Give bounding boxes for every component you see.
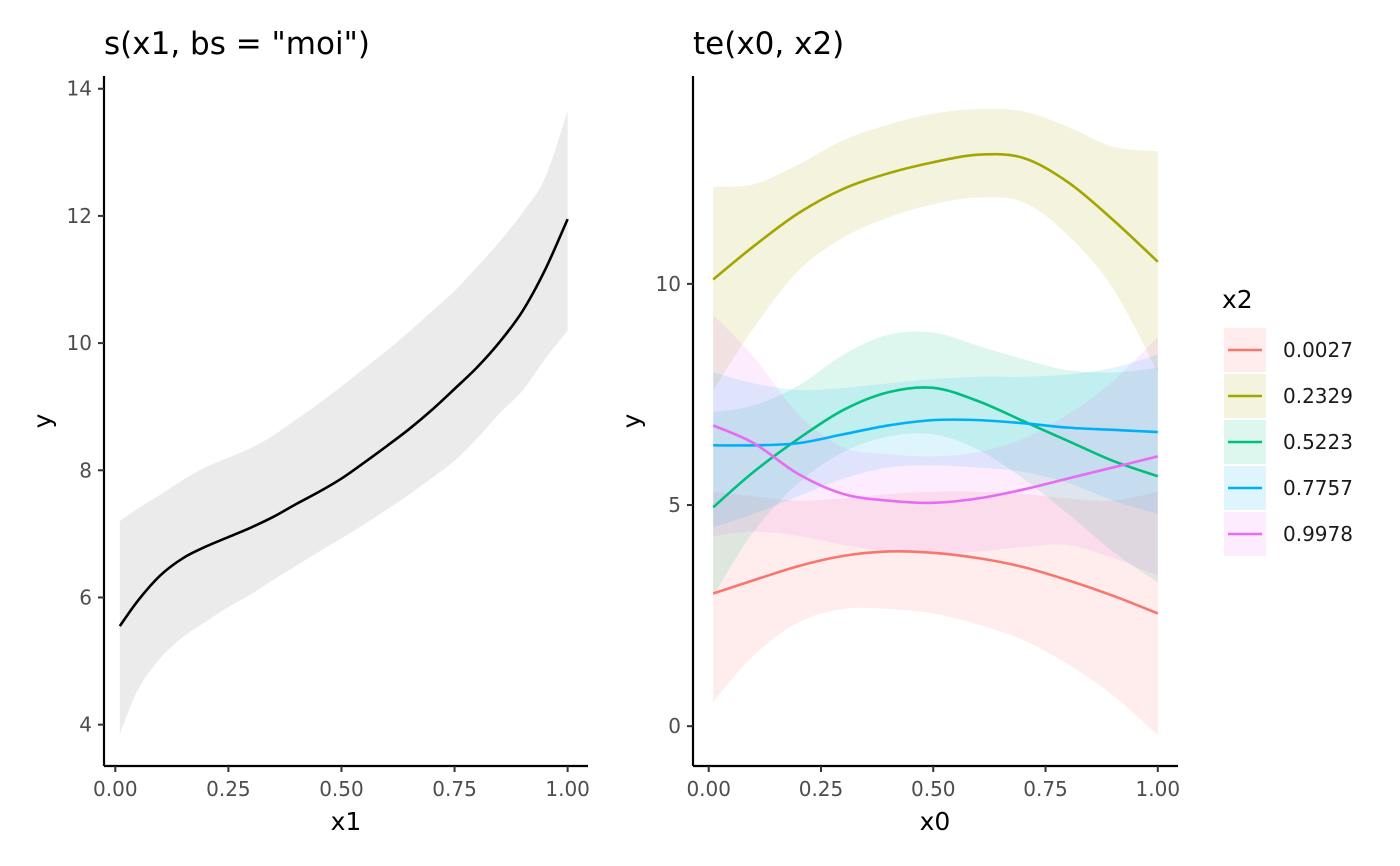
legend-item: 0.9978 xyxy=(1224,512,1353,556)
confidence-band-fit xyxy=(119,110,568,735)
x-tick-label: 0.75 xyxy=(1023,777,1068,801)
panel-2-confidence-bands xyxy=(713,108,1158,736)
panel-2-y-ticks: 0 5 10 xyxy=(656,272,693,738)
confidence-band-0.9978 xyxy=(713,314,1158,576)
legend-label: 0.2329 xyxy=(1283,384,1353,408)
series-line-0.5223 xyxy=(712,386,1159,509)
panel-1-x-ticks: 0.00 0.25 0.50 0.75 1.00 xyxy=(93,766,590,801)
panel-1-y-axis-title: y xyxy=(28,413,57,428)
y-tick-label: 8 xyxy=(79,458,92,482)
panel-1-title: s(x1, bs = "moi") xyxy=(104,26,370,62)
series-line-0.9978 xyxy=(712,424,1159,505)
legend: x2 0.0027 0.2329 0.5223 0.7757 0.9978 xyxy=(1222,285,1353,556)
x-tick-label: 0.50 xyxy=(319,777,364,801)
confidence-band-0.0027 xyxy=(713,491,1158,736)
legend-label: 0.9978 xyxy=(1283,522,1353,546)
legend-label: 0.5223 xyxy=(1283,430,1353,454)
x-tick-label: 0.25 xyxy=(206,777,251,801)
y-tick-label: 0 xyxy=(668,714,681,738)
legend-item: 0.2329 xyxy=(1224,374,1353,418)
x-tick-label: 0.25 xyxy=(799,777,844,801)
series-line-0.7757 xyxy=(713,418,1158,447)
legend-title: x2 xyxy=(1222,285,1253,314)
panel-1-x-axis-title: x1 xyxy=(331,807,362,836)
y-tick-label: 10 xyxy=(656,272,681,296)
x-tick-label: 0.50 xyxy=(911,777,956,801)
legend-label: 0.0027 xyxy=(1283,338,1353,362)
legend-item: 0.5223 xyxy=(1224,420,1353,464)
confidence-band-0.2329 xyxy=(713,108,1158,391)
y-tick-label: 10 xyxy=(67,331,92,355)
series-line-fit xyxy=(118,218,569,627)
confidence-band-0.5223 xyxy=(713,331,1158,596)
panel-1-y-ticks: 4 6 8 10 12 14 xyxy=(67,77,104,737)
y-tick-label: 12 xyxy=(67,204,92,228)
y-tick-label: 5 xyxy=(668,493,681,517)
legend-label: 0.7757 xyxy=(1283,476,1353,500)
series-line-0.0027 xyxy=(712,550,1159,615)
series-line-0.2329 xyxy=(712,152,1159,281)
x-tick-label: 1.00 xyxy=(1136,777,1181,801)
x-tick-label: 1.00 xyxy=(545,777,590,801)
panel-2-title: te(x0, x2) xyxy=(693,26,844,62)
panel-2-series-lines xyxy=(712,152,1159,615)
y-tick-label: 14 xyxy=(67,77,92,101)
panel-1-series-lines xyxy=(118,218,569,627)
panel-2-x-ticks: 0.00 0.25 0.50 0.75 1.00 xyxy=(686,766,1180,801)
legend-items: 0.0027 0.2329 0.5223 0.7757 0.9978 xyxy=(1224,328,1353,556)
x-tick-label: 0.00 xyxy=(686,777,731,801)
legend-item: 0.0027 xyxy=(1224,328,1353,372)
confidence-band-0.7757 xyxy=(713,354,1158,528)
panel-2-x-axis-title: x0 xyxy=(920,807,951,836)
x-tick-label: 0.00 xyxy=(93,777,138,801)
panel-1-confidence-band xyxy=(119,110,568,735)
legend-item: 0.7757 xyxy=(1224,466,1353,510)
y-tick-label: 4 xyxy=(79,713,92,737)
y-tick-label: 6 xyxy=(79,585,92,609)
panel-2-y-axis-title: y xyxy=(617,413,646,428)
x-tick-label: 0.75 xyxy=(432,777,477,801)
